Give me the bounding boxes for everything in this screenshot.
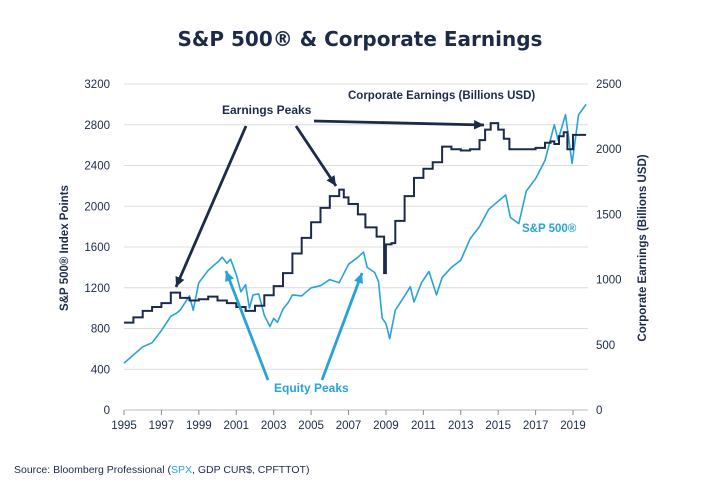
x-tick-label: 2015 [485, 420, 511, 432]
earnings-peak-arrow-1997 [174, 125, 248, 288]
source-highlight: SPX [171, 464, 193, 476]
earnings-peaks-label: Earnings Peaks [222, 103, 312, 117]
x-tick-label: 2009 [373, 420, 399, 432]
source-suffix: , GDP CUR$, CPFTTOT) [192, 464, 310, 476]
earnings-line [124, 122, 587, 324]
left-axis-label: S&P 500® Index Points [59, 185, 71, 311]
chart-title: S&P 500® & Corporate Earnings [178, 27, 543, 51]
annotation-arrows [174, 119, 485, 381]
equity-peak-arrow-2000 [224, 270, 270, 381]
chart-svg: S&P 500® & Corporate Earnings 0 400 800 120… [59, 27, 649, 432]
left-tick-label: 400 [91, 364, 110, 376]
left-tick-label: 2000 [84, 201, 110, 213]
sp500-series-label: S&P 500® [522, 223, 577, 235]
right-tick-label: 1000 [596, 275, 622, 287]
left-tick-label: 800 [91, 324, 110, 336]
x-tick-label: 1995 [111, 420, 137, 432]
x-tick-label: 2001 [223, 420, 249, 432]
right-axis-label: Corporate Earnings (Billions USD) [637, 154, 649, 341]
source-prefix: Source: Bloomberg Professional ( [14, 464, 171, 476]
earnings-peak-arrow-2014-head [473, 119, 484, 130]
equity-peak-arrow-2007 [320, 272, 364, 381]
right-tick-label: 1500 [596, 209, 622, 221]
sp500-line [123, 103, 587, 364]
left-axis-ticks: 0 400 800 1200 1600 2000 2400 2800 3200 [84, 79, 110, 417]
left-tick-label: 2800 [84, 120, 110, 132]
x-tick-label: 1997 [149, 420, 175, 432]
equity-peak-arrow-2000-head [225, 271, 235, 282]
left-tick-label: 2400 [84, 161, 110, 173]
x-tick-label: 1999 [186, 420, 212, 432]
earnings-peak-arrow-1997-head [175, 276, 185, 287]
right-axis-ticks: 0 500 1000 1500 2000 2500 [596, 79, 622, 417]
equity-peak-arrow-2007-head [354, 273, 364, 284]
x-tick-label: 2011 [411, 420, 436, 432]
left-tick-label: 3200 [84, 79, 110, 91]
x-tick-label: 2007 [336, 420, 362, 432]
gridlines [124, 83, 588, 411]
left-tick-label: 1600 [84, 242, 110, 254]
equity-peaks-label: Equity Peaks [274, 381, 349, 395]
earnings-peak-arrow-2006 [294, 125, 338, 187]
right-tick-label: 0 [596, 405, 602, 417]
x-tick-label: 2017 [523, 420, 549, 432]
x-axis-ticks: 1995 1997 1999 2001 2003 2005 2007 2009 2011 2013… [111, 410, 586, 432]
earnings-peak-arrow-2014 [313, 119, 485, 127]
left-tick-label: 1200 [84, 283, 110, 295]
right-tick-label: 2000 [596, 144, 622, 156]
right-tick-label: 2500 [596, 79, 622, 91]
earnings-peak-arrow-2006-head [326, 175, 336, 186]
x-tick-label: 2019 [560, 420, 586, 432]
earnings-series-label: Corporate Earnings (Billions USD) [348, 90, 535, 102]
series-lines [123, 103, 587, 364]
x-tick-label: 2013 [448, 420, 474, 432]
x-tick-label: 2003 [261, 420, 287, 432]
x-tick-label: 2005 [298, 420, 324, 432]
left-tick-label: 0 [104, 405, 110, 417]
source-note: Source: Bloomberg Professional (SPX, GDP… [14, 464, 309, 476]
right-tick-label: 500 [596, 340, 615, 352]
